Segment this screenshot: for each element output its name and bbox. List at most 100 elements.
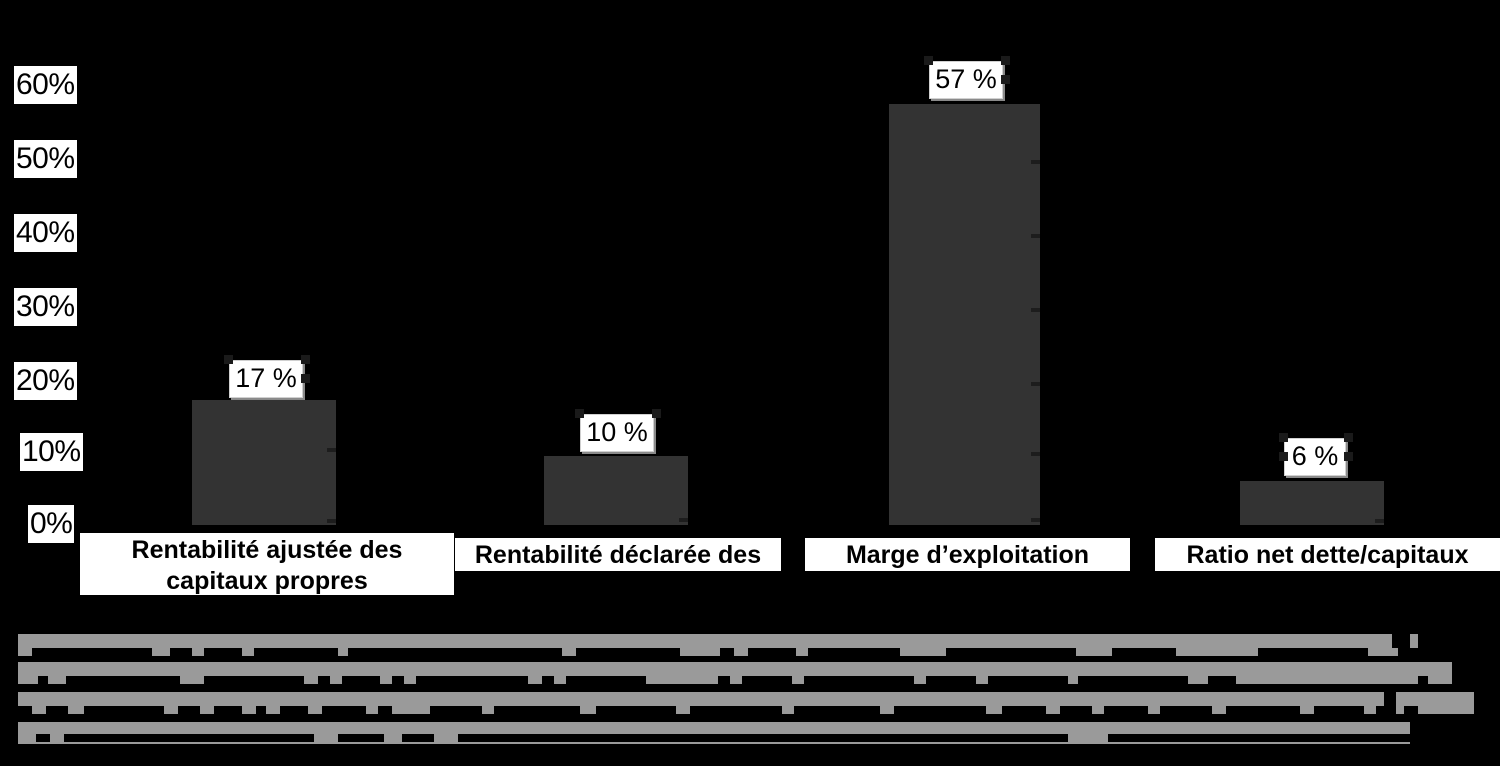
selection-handle-middle-left[interactable] [1279, 452, 1288, 461]
selection-handle-top-left[interactable] [575, 409, 584, 418]
footnote-gap [66, 676, 180, 684]
data-label-text: 6 % [1291, 441, 1339, 471]
selection-handle-top-left[interactable] [224, 355, 233, 364]
footnote-gap [1418, 676, 1428, 698]
selection-handle-top-left[interactable] [1279, 433, 1288, 442]
gridline-mark [1031, 308, 1040, 312]
footnote-gap [318, 676, 330, 684]
footnote-gap [742, 676, 792, 684]
footnote-gap [926, 676, 976, 684]
category-label-1-line1: Rentabilité ajustée des [131, 536, 403, 564]
data-label-bar-3[interactable]: 57 % [924, 56, 1010, 99]
selection-handle-top-left[interactable] [924, 56, 933, 65]
selection-handle-top-right[interactable] [301, 355, 310, 364]
footnote-gap [178, 706, 200, 714]
gridline-mark [1031, 234, 1040, 238]
gridline-mark [1031, 160, 1040, 164]
y-axis-tick-label-50: 50% [14, 140, 77, 178]
footnote-gap [988, 676, 1068, 684]
selection-handle-top-right[interactable] [652, 409, 661, 418]
footnote-gap [254, 648, 338, 656]
y-axis-tick-label-10: 10% [20, 433, 83, 471]
category-label-2-line1: Rentabilité déclarée des [474, 541, 762, 569]
footnote-gap [1108, 734, 1422, 742]
footnote-gap [214, 706, 242, 714]
footnote-gap [596, 706, 676, 714]
bar-rentabilite-declaree[interactable] [544, 456, 688, 525]
footnote-gap [342, 676, 380, 684]
footnote-gap [946, 648, 1076, 656]
footnote-gap [170, 648, 192, 656]
footnote-gap [1314, 706, 1364, 714]
footnote-gap [1078, 676, 1188, 684]
footnote-gap [1258, 648, 1368, 656]
footnote-gap [348, 648, 562, 656]
gridline-mark [1375, 519, 1384, 523]
footnote-gap [566, 676, 646, 684]
footnote-gap [748, 648, 796, 656]
footnote-gap [1104, 706, 1148, 714]
footnote-gap [1060, 706, 1092, 714]
category-label-4-line1: Ratio net dette/capitaux [1186, 541, 1469, 569]
footnote-gap [64, 734, 314, 742]
selection-handle-top-right[interactable] [1001, 56, 1010, 65]
y-axis-tick-label-60: 60% [14, 66, 77, 104]
footnote-gap [494, 706, 580, 714]
data-label-bar-1[interactable]: 17 % [224, 355, 310, 398]
data-label-bar-2[interactable]: 10 % [575, 409, 661, 452]
footnote-gap [1410, 722, 1422, 744]
category-label-4: Ratio net dette/capitaux [1155, 538, 1500, 571]
footnote-gap [280, 706, 308, 714]
footnote-gap [718, 676, 730, 684]
footnote-gap [1002, 706, 1046, 714]
gridline-mark [327, 519, 336, 523]
selection-handle-top-right[interactable] [1344, 433, 1353, 442]
footnote-gap [794, 706, 880, 714]
data-label-bar-4[interactable]: 6 % [1279, 433, 1353, 476]
y-axis-tick-label-40: 40% [14, 214, 77, 252]
y-axis-tick-label-20: 20% [14, 362, 77, 400]
bar-ratio-net-dette[interactable] [1240, 481, 1384, 525]
footnote-gap [392, 676, 404, 684]
footnote-gap [36, 734, 50, 742]
gridline-mark [1031, 518, 1040, 522]
footnote-gap [256, 706, 266, 714]
selection-handle-middle-right[interactable] [1001, 75, 1010, 84]
footnote-gap [38, 676, 48, 684]
footnote-gap [1398, 648, 1418, 656]
footnote-gap [690, 706, 782, 714]
gridline-mark [327, 448, 336, 452]
footnote-gap [808, 648, 900, 656]
footnote-gap [402, 734, 434, 742]
footnote-gap [322, 706, 366, 714]
footnote-gap [458, 734, 1068, 742]
footnote-gap [1160, 706, 1212, 714]
data-label-text: 57 % [935, 64, 997, 94]
category-label-3: Marge d’exploitation [805, 538, 1130, 571]
footnote-gap [1404, 706, 1418, 714]
bar-marge-exploitation[interactable] [889, 104, 1040, 525]
category-label-1-line2: capitaux propres [166, 567, 368, 595]
bar-rentabilite-ajustee[interactable] [192, 400, 336, 525]
selection-handle-middle-right[interactable] [1344, 452, 1353, 461]
footnote-gap [338, 734, 384, 742]
category-label-2: Rentabilité déclarée des [455, 538, 781, 571]
footnote-gap [1376, 706, 1390, 714]
footnote-gap [32, 648, 152, 656]
footnote-gap [84, 706, 164, 714]
footnote-gap [1392, 634, 1410, 648]
gridline-mark [679, 518, 688, 522]
plot-area: 60% 50% 40% 30% 20% 10% 0% 17 % [14, 56, 1500, 595]
footnote-gap [1208, 676, 1236, 684]
footnote-gap [378, 706, 392, 714]
footnote-gap [204, 648, 242, 656]
footnote-gap [1384, 692, 1396, 718]
gridline-mark [1031, 452, 1040, 456]
selection-handle-middle-right[interactable] [301, 374, 310, 383]
footnote-gap [46, 706, 68, 714]
footnote-gap [18, 706, 32, 714]
y-axis-tick-label-30: 30% [14, 288, 77, 326]
footnote-gap [576, 648, 680, 656]
footnote-gap [542, 676, 554, 684]
